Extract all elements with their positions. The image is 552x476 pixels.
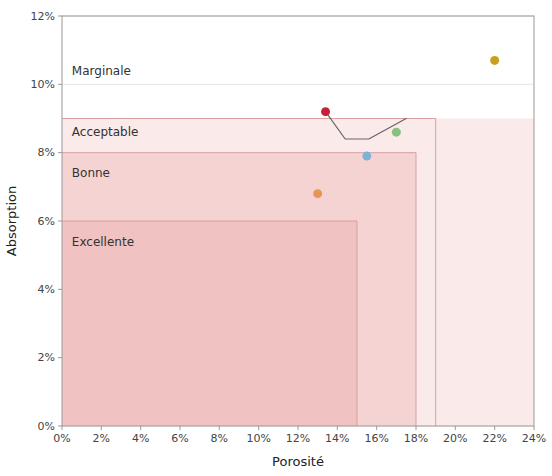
- annotations: Excellente Bonne Acceptable Marginale: [72, 64, 139, 249]
- zone-label: Marginale: [72, 64, 131, 78]
- x-tick-label: 0%: [53, 432, 70, 445]
- y-tick-label: 4%: [38, 283, 55, 296]
- data-point: [392, 128, 401, 137]
- x-tick: [219, 426, 220, 430]
- y-tick-label: 12%: [31, 10, 55, 23]
- y-tick-label: 0%: [38, 420, 55, 433]
- y-axis: 0% 2% 4% 6% 8% 10% 12%: [31, 10, 62, 433]
- y-tick: [58, 426, 62, 427]
- zone: [62, 221, 357, 426]
- chart: Excellente Bonne Acceptable Marginale 0% 2% 4%…: [0, 0, 552, 476]
- y-tick: [58, 289, 62, 290]
- zone: [436, 119, 534, 427]
- zone-label: Bonne: [72, 166, 110, 180]
- x-tick-label: 2%: [93, 432, 110, 445]
- zone-label: Acceptable: [72, 125, 139, 139]
- x-tick-label: 6%: [171, 432, 188, 445]
- x-tick: [298, 426, 299, 430]
- grid: [62, 16, 534, 426]
- x-tick: [62, 426, 63, 430]
- zone-label: Excellente: [72, 235, 134, 249]
- y-tick-label: 8%: [38, 146, 55, 159]
- y-tick: [58, 221, 62, 222]
- data-point: [321, 107, 330, 116]
- x-tick: [180, 426, 181, 430]
- annotation-bracket: [326, 112, 407, 139]
- x-tick-label: 24%: [522, 432, 546, 445]
- grid-line: [62, 84, 534, 85]
- x-tick: [376, 426, 377, 430]
- x-tick-label: 8%: [211, 432, 228, 445]
- zone-border: [62, 119, 436, 427]
- x-axis-label: Porosité: [272, 454, 324, 469]
- x-tick-label: 18%: [404, 432, 428, 445]
- x-tick-label: 20%: [443, 432, 467, 445]
- plot-frame: [62, 16, 534, 426]
- data-point: [490, 56, 499, 65]
- y-tick: [58, 16, 62, 17]
- zone-border: [62, 153, 416, 426]
- x-tick-label: 12%: [286, 432, 310, 445]
- plot-background: [62, 16, 534, 426]
- y-tick-label: 2%: [38, 351, 55, 364]
- x-tick-label: 16%: [364, 432, 388, 445]
- x-tick: [455, 426, 456, 430]
- zone-border: [62, 221, 357, 426]
- y-tick: [58, 357, 62, 358]
- x-tick: [416, 426, 417, 430]
- data-point: [362, 152, 371, 161]
- x-tick: [101, 426, 102, 430]
- x-tick-label: 22%: [482, 432, 506, 445]
- zone: [62, 153, 416, 426]
- x-tick: [534, 426, 535, 430]
- y-tick-label: 10%: [31, 78, 55, 91]
- plot-area: [62, 56, 534, 426]
- x-tick: [258, 426, 259, 430]
- y-axis-label: Absorption: [4, 186, 19, 256]
- x-tick: [494, 426, 495, 430]
- zone: [62, 119, 436, 427]
- y-tick-label: 6%: [38, 215, 55, 228]
- x-tick-label: 10%: [246, 432, 270, 445]
- x-tick-label: 14%: [325, 432, 349, 445]
- y-tick: [58, 152, 62, 153]
- x-tick-label: 4%: [132, 432, 149, 445]
- x-tick: [337, 426, 338, 430]
- x-tick: [140, 426, 141, 430]
- x-axis: 0% 2% 4% 6% 8% 10% 12% 14% 16% 18% 20% 22% 24%: [53, 426, 546, 445]
- y-tick: [58, 84, 62, 85]
- data-point: [313, 189, 322, 198]
